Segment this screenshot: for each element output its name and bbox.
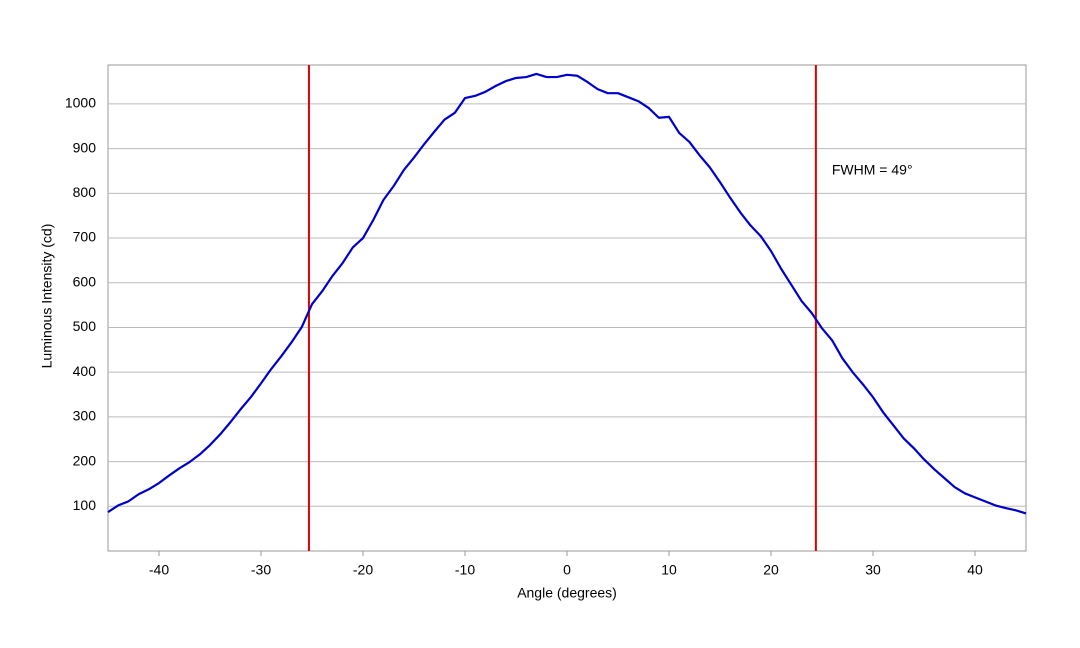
x-tick-label: 20 [763,562,779,578]
data-line [107,72,1027,515]
x-tick-label: -40 [149,562,169,578]
annotation: FWHM = 49° [832,162,913,178]
x-tick-label: 40 [967,562,983,578]
x-tick-label: -20 [353,562,373,578]
x-tick-label: -30 [251,562,271,578]
plot-border [107,64,1027,552]
y-tick-label: 100 [73,497,97,513]
x-tick-label: 10 [661,562,677,578]
y-tick-label: 300 [73,408,97,424]
y-tick-label: 900 [73,139,97,155]
x-tick-label: 0 [563,562,571,578]
x-tick-label: 30 [865,562,881,578]
y-tick-label: 700 [73,229,97,245]
y-tick-label: 200 [73,452,97,468]
x-tick-label: -10 [455,562,475,578]
y-tick-label: 1000 [65,95,96,111]
y-axis-label: Luminous Intensity (cd) [39,224,55,369]
y-tick-label: 600 [73,273,97,289]
y-tick-label: 400 [73,363,97,379]
y-tick-label: 800 [73,184,97,200]
x-axis-label: Angle (degrees) [517,585,617,601]
y-tick-label: 500 [73,318,97,334]
